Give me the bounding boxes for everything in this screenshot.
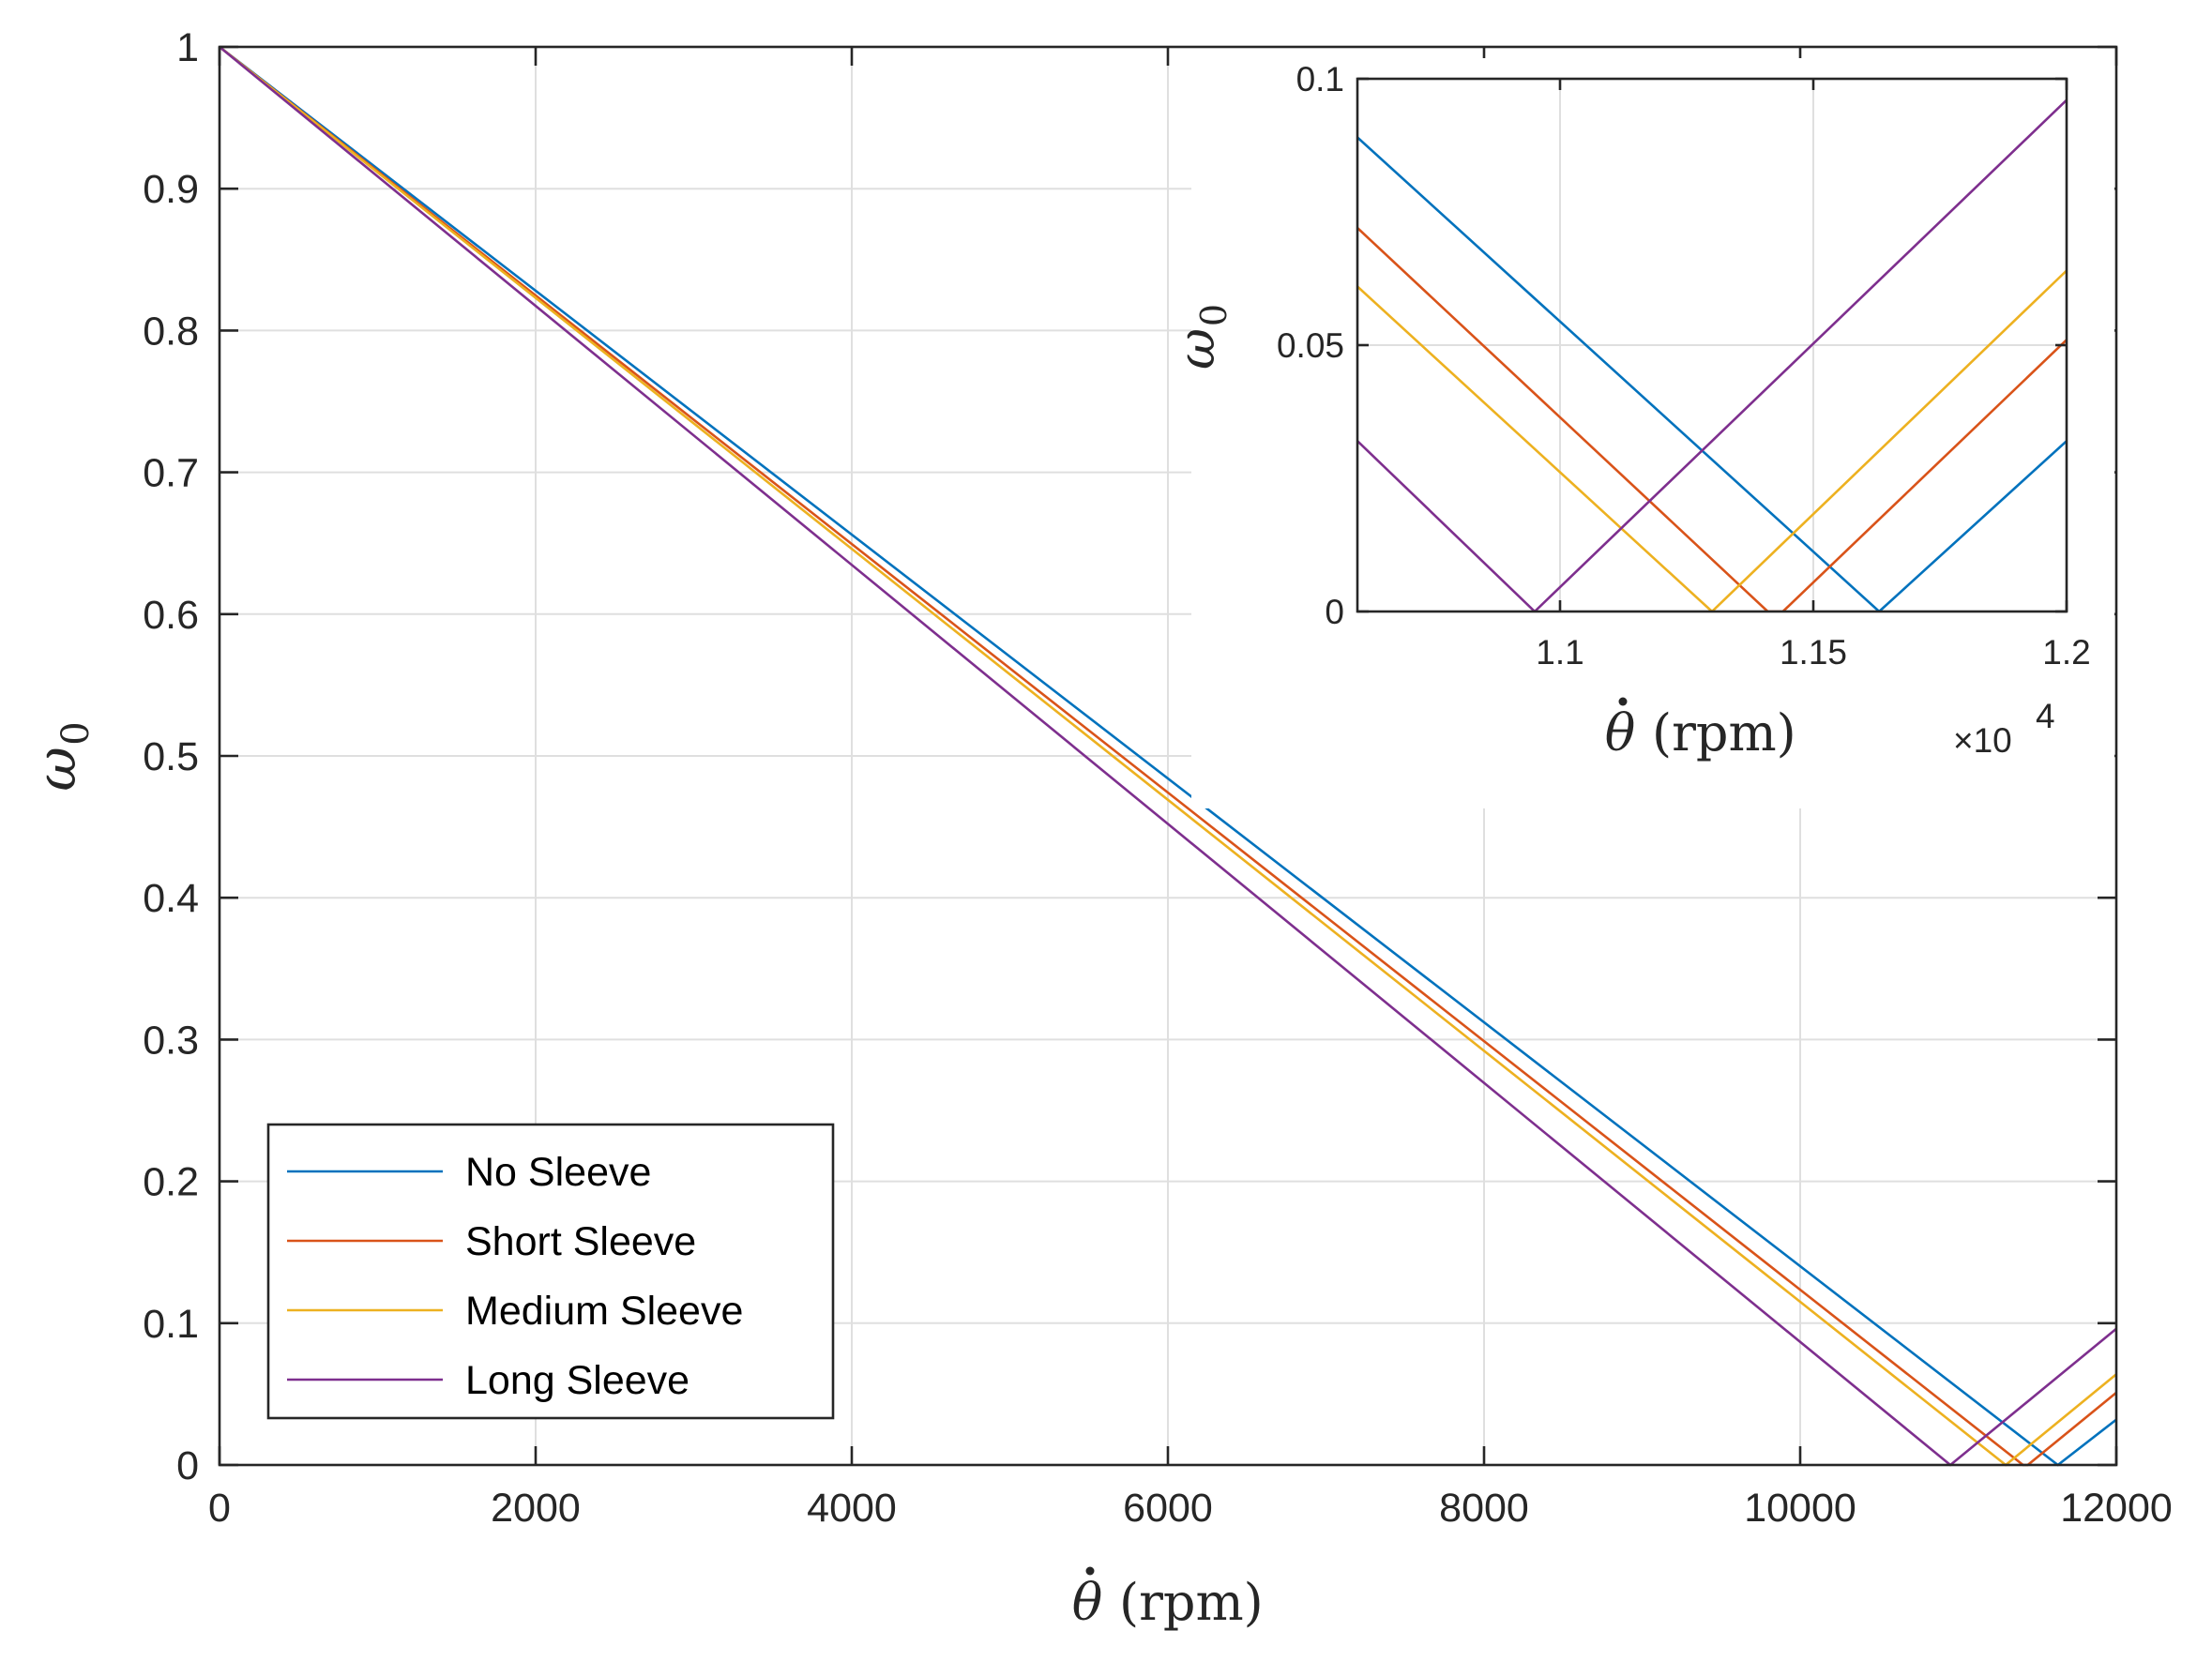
- y-tick-label: 0.8: [143, 309, 199, 354]
- legend-label-no-sleeve: No Sleeve: [465, 1150, 651, 1195]
- inset-y-tick-label: 0.05: [1277, 326, 1344, 365]
- inset-x-label-symbol: θ: [1605, 703, 1636, 763]
- inset-y-tick-label: 0.1: [1296, 60, 1344, 98]
- main-x-axis-label: θ (rpm): [1072, 1566, 1264, 1632]
- inset-x-label-unit: (rpm): [1652, 703, 1796, 763]
- y-tick-label: 0.3: [143, 1018, 199, 1063]
- inset-x-tick-label: 1.2: [2042, 633, 2090, 672]
- x-label-dot: [1085, 1566, 1095, 1576]
- inset-y-label-subscript: 0: [1193, 304, 1235, 326]
- inset-x-tick-label: 1.15: [1780, 633, 1847, 672]
- main-y-axis-label: ω0: [24, 721, 98, 791]
- x-tick-label: 2000: [491, 1486, 581, 1531]
- inset-series-line-long-sleeve: [1357, 98, 2067, 612]
- inset-series-line-no-sleeve: [1357, 136, 2067, 612]
- legend-label-medium-sleeve: Medium Sleeve: [465, 1289, 743, 1334]
- inset-y-label-symbol: ω: [1167, 328, 1226, 370]
- inset-x-axis-label: θ (rpm): [1605, 697, 1796, 763]
- inset-x-tick-label: 1.1: [1536, 633, 1583, 672]
- inset-y-axis-label: ω0: [1167, 304, 1235, 370]
- inset-x-label-dot: [1618, 697, 1628, 706]
- y-tick-label: 0.2: [143, 1160, 199, 1205]
- y-tick-label: 0.4: [143, 876, 199, 921]
- x-tick-label: 10000: [1744, 1486, 1856, 1531]
- x-label-unit: (rpm): [1119, 1573, 1264, 1632]
- y-tick-label: 0.6: [143, 593, 199, 638]
- y-tick-label: 0.7: [143, 451, 199, 496]
- y-tick-label: 0.1: [143, 1302, 199, 1347]
- inset-y-tick-label: 0: [1325, 593, 1344, 631]
- x-tick-label: 12000: [2060, 1486, 2173, 1531]
- inset-series-line-medium-sleeve: [1357, 269, 2067, 612]
- x-tick-label: 8000: [1439, 1486, 1529, 1531]
- x-tick-label: 0: [208, 1486, 231, 1531]
- y-tick-label: 0.9: [143, 167, 199, 212]
- legend-box: [266, 1123, 835, 1420]
- legend-label-short-sleeve: Short Sleeve: [465, 1219, 696, 1264]
- x-tick-label: 4000: [807, 1486, 897, 1531]
- inset-tick-marks: [1357, 77, 2068, 613]
- legend-label-long-sleeve: Long Sleeve: [465, 1358, 689, 1403]
- inset-series: [1357, 98, 2067, 612]
- legend: No Sleeve Short Sleeve Medium Sleeve Long S…: [266, 1123, 835, 1420]
- inset-x-exponent-base: ×10: [1953, 721, 2012, 760]
- x-tick-label: 6000: [1123, 1486, 1213, 1531]
- y-tick-label: 0: [176, 1443, 199, 1488]
- y-tick-label: 1: [176, 25, 199, 70]
- x-label-symbol: θ: [1072, 1573, 1103, 1632]
- inset-series-line-short-sleeve: [1357, 227, 2067, 612]
- inset-x-exponent-power: 4: [2036, 697, 2055, 735]
- y-tick-label: 0.5: [143, 734, 199, 779]
- y-label-subscript: 0: [54, 721, 98, 745]
- inset-x-exponent: ×10 4: [1953, 697, 2055, 760]
- y-label-symbol: ω: [24, 747, 88, 791]
